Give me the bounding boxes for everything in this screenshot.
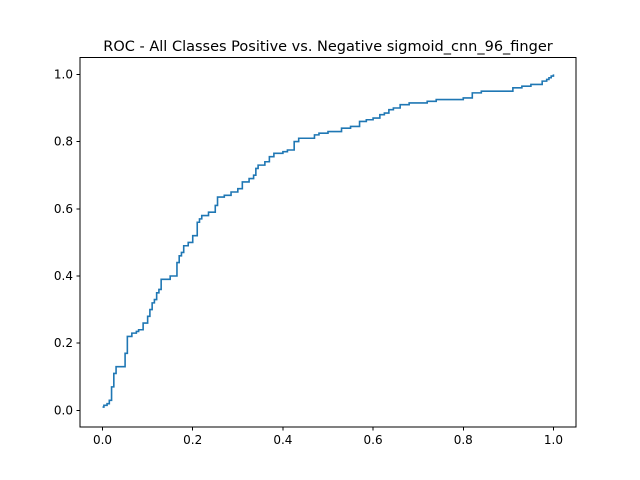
y-tick-label: 0.2 xyxy=(54,336,73,350)
y-tick-label: 0.4 xyxy=(54,269,73,283)
y-tick-label: 0.0 xyxy=(54,403,73,417)
y-tick-label: 0.6 xyxy=(54,202,73,216)
x-tick-label: 0.4 xyxy=(273,433,292,447)
x-tick-label: 0.2 xyxy=(183,433,202,447)
y-axis: 0.0 0.2 0.4 0.6 0.8 1.0 xyxy=(54,67,80,417)
chart-title: ROC - All Classes Positive vs. Negative … xyxy=(103,39,552,55)
x-tick-label: 0.6 xyxy=(364,433,383,447)
y-tick-label: 1.0 xyxy=(54,67,73,81)
x-axis: 0.0 0.2 0.4 0.6 0.8 1.0 xyxy=(93,427,563,447)
roc-curve-line xyxy=(102,74,555,408)
plot-area xyxy=(102,74,555,408)
x-tick-label: 0.8 xyxy=(454,433,473,447)
y-tick-label: 0.8 xyxy=(54,135,73,149)
x-tick-label: 1.0 xyxy=(544,433,563,447)
axes-frame xyxy=(79,57,577,428)
x-tick-label: 0.0 xyxy=(93,433,112,447)
